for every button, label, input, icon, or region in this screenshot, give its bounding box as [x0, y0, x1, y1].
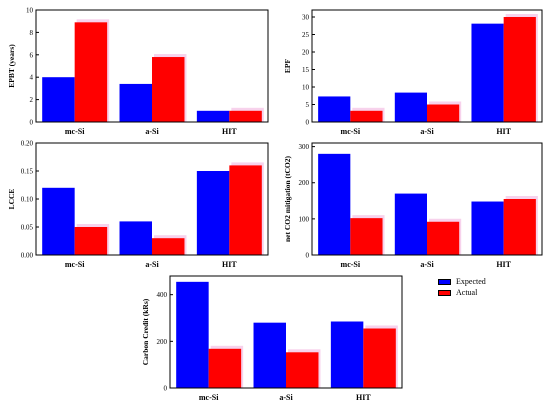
y-tick-label: 200 — [157, 338, 168, 346]
legend-swatch-actual — [438, 289, 451, 296]
x-tick-label-a-si: a-Si — [145, 127, 159, 136]
y-tick-label: 25 — [302, 31, 310, 39]
bar-expected-mc-si — [42, 77, 75, 122]
bar-expected-mc-si — [318, 96, 351, 122]
bar-actual-a-si — [152, 57, 185, 122]
x-tick-label-a-si: a-Si — [420, 260, 434, 269]
y-axis-label-3: LCCE — [7, 189, 16, 210]
y-tick-label: 0.15 — [21, 168, 34, 176]
y-tick-label: 20 — [302, 49, 310, 57]
legend-label-expected: Expected — [456, 277, 486, 286]
bar-actual-a-si — [152, 238, 185, 255]
y-axis-label-2: EPF — [283, 59, 292, 74]
y-tick-label: 0.10 — [21, 196, 34, 204]
bar-actual-mc-si — [74, 22, 108, 122]
legend-swatch-expected — [438, 278, 451, 285]
bar-actual-hit — [503, 17, 536, 122]
plot-frame-2 — [311, 9, 543, 123]
x-tick-label-hit: HIT — [496, 260, 511, 269]
x-tick-label-mc-si: mc-Si — [65, 260, 85, 269]
x-tick-label-a-si: a-Si — [420, 127, 434, 136]
y-tick-label: 0 — [30, 119, 34, 127]
bar-expected-hit — [196, 110, 230, 122]
bar-actual-mc-si — [208, 348, 242, 388]
bar-expected-mc-si — [42, 187, 75, 255]
y-tick-label: 0.20 — [21, 140, 34, 148]
y-tick-label: 100 — [299, 215, 310, 223]
x-tick-label-mc-si: mc-Si — [341, 127, 361, 136]
y-axis-label-1: EPBT (years) — [7, 44, 16, 88]
bar-expected-a-si — [119, 83, 152, 122]
bar-actual-mc-si — [350, 218, 383, 255]
bar-actual-a-si — [427, 104, 460, 122]
plot-frame-1 — [35, 9, 269, 123]
bar-expected-mc-si — [176, 281, 209, 388]
bar-expected-a-si — [394, 193, 427, 255]
y-axis-label-5: Carbon Credit (kRs) — [141, 298, 150, 365]
y-tick-label: 0 — [306, 119, 310, 127]
y-tick-label: 2 — [30, 96, 34, 104]
y-tick-label: 0 — [306, 252, 310, 260]
bar-expected-hit — [471, 23, 504, 122]
y-tick-label: 200 — [299, 179, 310, 187]
bar-expected-a-si — [119, 221, 152, 255]
bar-expected-a-si — [394, 92, 427, 122]
plot-frame-5 — [169, 275, 403, 389]
bar-actual-hit — [503, 199, 536, 255]
bar-actual-hit — [363, 328, 396, 388]
bar-actual-mc-si — [350, 110, 383, 122]
x-tick-label-hit: HIT — [496, 127, 511, 136]
plot-frame-4 — [311, 142, 543, 256]
y-tick-label: 0.00 — [21, 252, 34, 260]
y-tick-label: 8 — [30, 29, 34, 37]
y-tick-label: 300 — [299, 143, 310, 151]
x-tick-label-a-si: a-Si — [279, 393, 293, 402]
x-tick-label-mc-si: mc-Si — [341, 260, 361, 269]
bar-expected-hit — [196, 171, 230, 255]
x-tick-label-mc-si: mc-Si — [65, 127, 85, 136]
y-tick-label: 15 — [302, 66, 310, 74]
x-tick-label-a-si: a-Si — [145, 260, 159, 269]
bar-actual-hit — [229, 165, 262, 255]
x-tick-label-hit: HIT — [222, 260, 237, 269]
y-tick-label: 400 — [157, 291, 168, 299]
y-tick-label: 0.05 — [21, 224, 34, 232]
bar-actual-mc-si — [74, 227, 108, 255]
x-tick-label-mc-si: mc-Si — [199, 393, 219, 402]
legend-entry-actual: Actual — [438, 287, 508, 298]
x-tick-label-hit: HIT — [222, 127, 237, 136]
y-tick-label: 6 — [30, 51, 34, 59]
bar-expected-hit — [471, 201, 504, 255]
bar-actual-a-si — [427, 221, 460, 255]
legend-label-actual: Actual — [456, 288, 478, 297]
legend: Expected Actual — [438, 276, 508, 298]
bar-expected-mc-si — [318, 153, 351, 255]
y-tick-label: 30 — [302, 14, 310, 22]
y-tick-label: 0 — [164, 385, 168, 393]
bar-actual-a-si — [286, 352, 319, 388]
bar-expected-hit — [330, 321, 364, 388]
y-axis-label-4: net CO2 mitigation (tCO2) — [283, 155, 292, 242]
y-tick-label: 10 — [302, 84, 310, 92]
bar-expected-a-si — [253, 322, 286, 388]
bar-actual-hit — [229, 110, 262, 122]
legend-entry-expected: Expected — [438, 276, 508, 287]
x-tick-label-hit: HIT — [356, 393, 371, 402]
y-tick-label: 10 — [26, 7, 34, 15]
y-tick-label: 4 — [30, 74, 34, 82]
y-tick-label: 5 — [306, 101, 310, 109]
